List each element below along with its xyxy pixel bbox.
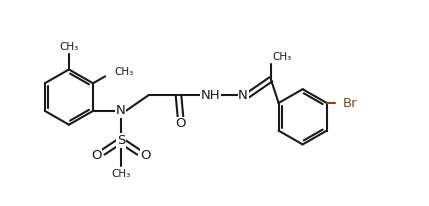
Text: N: N [116,104,126,117]
Text: CH₃: CH₃ [59,42,79,52]
Text: O: O [91,149,101,162]
Text: CH₃: CH₃ [273,52,292,62]
Text: NH: NH [200,89,220,102]
Text: CH₃: CH₃ [114,67,133,77]
Text: CH₃: CH₃ [111,169,130,179]
Text: S: S [117,134,125,147]
Text: N: N [238,89,248,102]
Text: Br: Br [343,96,357,110]
Text: O: O [175,117,186,130]
Text: O: O [140,149,151,162]
